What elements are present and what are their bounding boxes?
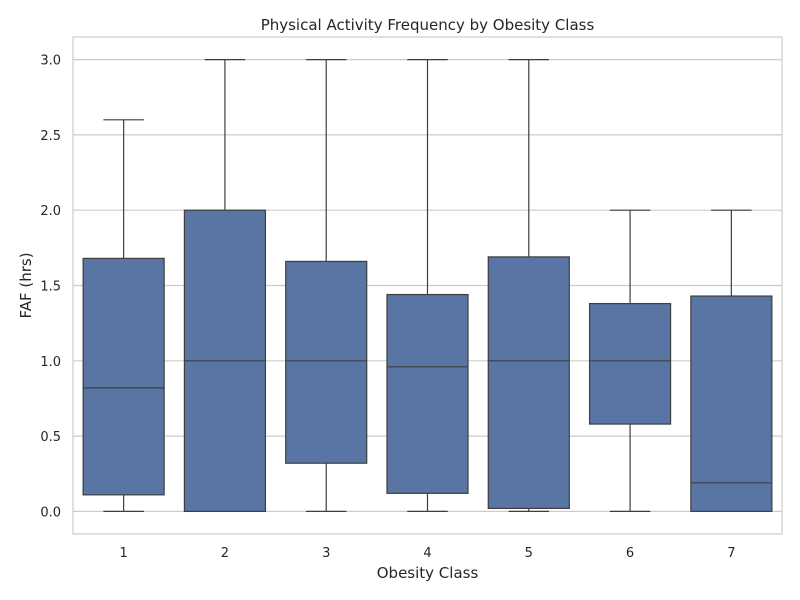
box-group [487, 58, 570, 513]
box-iqr [588, 302, 672, 425]
y-tick-label: 3.0 [40, 54, 61, 69]
x-tick-labels: 1 2 3 4 5 6 7 [120, 546, 736, 561]
y-tick-label: 0.5 [40, 430, 61, 445]
box-iqr [82, 257, 165, 496]
y-tick-labels: 0.0 0.5 1.0 1.5 2.0 2.5 3.0 [40, 54, 61, 521]
box-group [285, 58, 368, 513]
box-iqr [386, 293, 469, 494]
x-tick-label: 6 [626, 546, 634, 561]
chart-title: Physical Activity Frequency by Obesity C… [261, 16, 595, 34]
x-tick-label: 5 [525, 546, 533, 561]
y-tick-label: 1.5 [40, 280, 61, 295]
x-tick-label: 4 [423, 546, 431, 561]
x-tick-label: 1 [120, 546, 128, 561]
plot-frame [72, 36, 783, 535]
box-group [588, 209, 672, 513]
x-tick-label: 3 [322, 546, 330, 561]
box-group [183, 58, 267, 513]
box-iqr [487, 256, 570, 509]
x-tick-label: 2 [221, 546, 229, 561]
x-axis-label: Obesity Class [377, 564, 479, 582]
y-axis-label: FAF (hrs) [17, 252, 35, 318]
y-tick-label: 0.0 [40, 505, 61, 520]
box-series [82, 58, 773, 513]
box-iqr [690, 295, 773, 513]
y-tick-label: 2.5 [40, 129, 61, 144]
x-tick-label: 7 [727, 546, 735, 561]
y-tick-label: 2.0 [40, 204, 61, 219]
box-group [386, 58, 469, 513]
box-iqr [285, 260, 368, 464]
y-tick-label: 1.0 [40, 355, 61, 370]
box-group [82, 119, 165, 513]
box-group [690, 209, 773, 513]
